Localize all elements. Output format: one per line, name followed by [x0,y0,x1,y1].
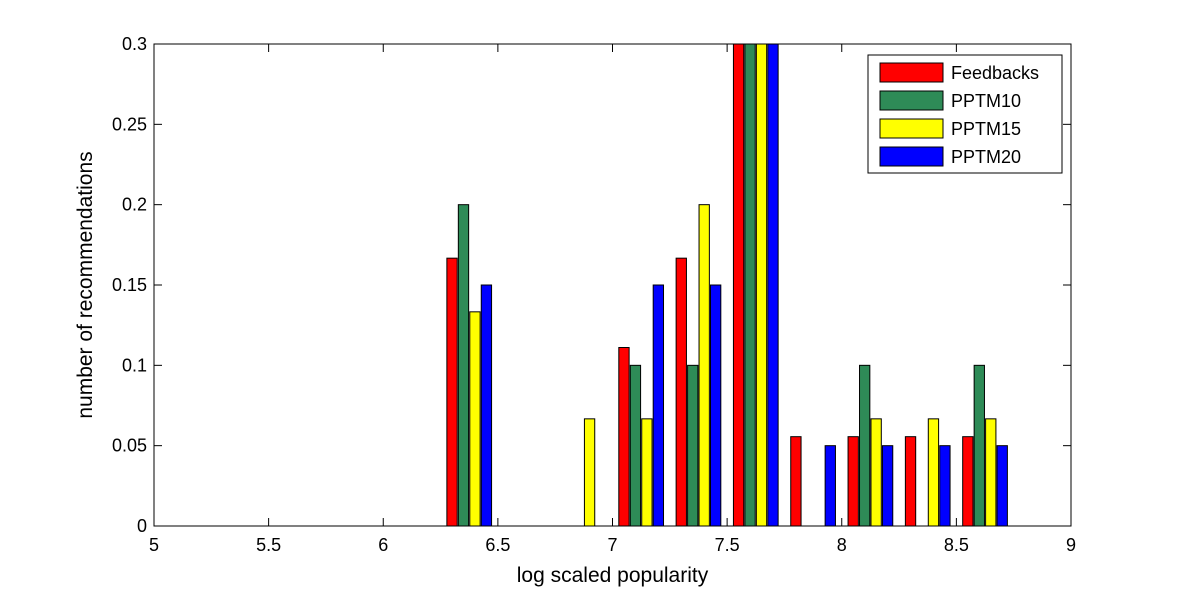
bar-pptm15-13 [927,418,940,527]
bar-pptm20-12 [881,445,894,527]
bar-feedbacks-13 [904,436,917,527]
bar-pptm10-5 [457,204,470,527]
legend-label-pptm15: PPTM15 [951,119,1021,139]
x-tick-label: 5 [149,535,159,555]
bar-pptm10-14 [973,364,985,527]
legend-label-pptm20: PPTM20 [951,147,1021,167]
bar-pptm15-5 [469,311,481,527]
bar-pptm15-9 [698,204,710,527]
bar-feedbacks-14 [962,436,974,527]
y-tick-label: 0.3 [122,34,147,54]
y-tick-label: 0.2 [122,195,147,215]
bar-pptm20-14 [996,445,1008,527]
bar-pptm15-8 [641,418,653,527]
x-tick-label: 9 [1066,535,1076,555]
legend-label-feedbacks: Feedbacks [951,63,1039,83]
x-axis-label: log scaled popularity [517,564,709,587]
bar-pptm10-8 [629,364,642,527]
bar-feedbacks-9 [675,257,687,527]
legend-swatch-pptm20 [879,146,944,167]
x-tick-label: 6 [378,535,388,555]
bar-pptm20-10 [767,43,779,527]
bar-pptm20-5 [480,284,493,527]
legend: Feedbacks PPTM10 PPTM15 PPTM20 [867,54,1063,174]
y-tick-label: 0.1 [122,355,147,375]
bar-pptm20-11 [824,445,836,527]
bar-feedbacks-11 [790,436,802,527]
bar-feedbacks-8 [618,347,630,527]
axes [153,43,1072,527]
bar-pptm10-10 [744,43,756,527]
x-tick-label: 7.5 [715,535,740,555]
bar-feedbacks-5 [446,257,458,527]
bar-pptm15-12 [870,418,882,527]
legend-label-pptm10: PPTM10 [951,91,1021,111]
x-tick-label: 8 [837,535,847,555]
y-tick-label: 0 [137,516,147,536]
bar-feedbacks-12 [847,436,859,527]
legend-swatch-pptm15 [879,118,944,139]
bar-pptm20-8 [652,284,665,527]
x-tick-label: 6.5 [485,535,510,555]
y-tick-label: 0.05 [112,436,147,456]
bar-pptm15-14 [985,418,997,527]
y-axis-label: number of recommendations [74,151,97,418]
x-tick-label: 7 [607,535,617,555]
bar-pptm15-7 [583,418,596,527]
legend-swatch-pptm10 [879,90,944,111]
y-tick-label: 0.25 [112,114,147,134]
bar-feedbacks-10 [732,43,745,527]
bar-pptm10-12 [859,364,871,527]
x-tick-label: 8.5 [944,535,969,555]
bar-pptm15-10 [755,43,768,527]
bars-layer [446,43,1008,527]
x-tick-label: 5.5 [256,535,281,555]
y-tick-label: 0.15 [112,275,147,295]
bar-pptm10-9 [687,364,699,527]
legend-swatch-feedbacks [879,62,944,83]
bar-pptm20-13 [939,445,951,527]
bar-pptm20-9 [710,284,722,527]
tick-labels: 5 5.5 6 6.5 7 7.5 8 8.5 9 0 0.05 0.1 0.15 0.2 0.25 0.3 [112,34,1076,555]
